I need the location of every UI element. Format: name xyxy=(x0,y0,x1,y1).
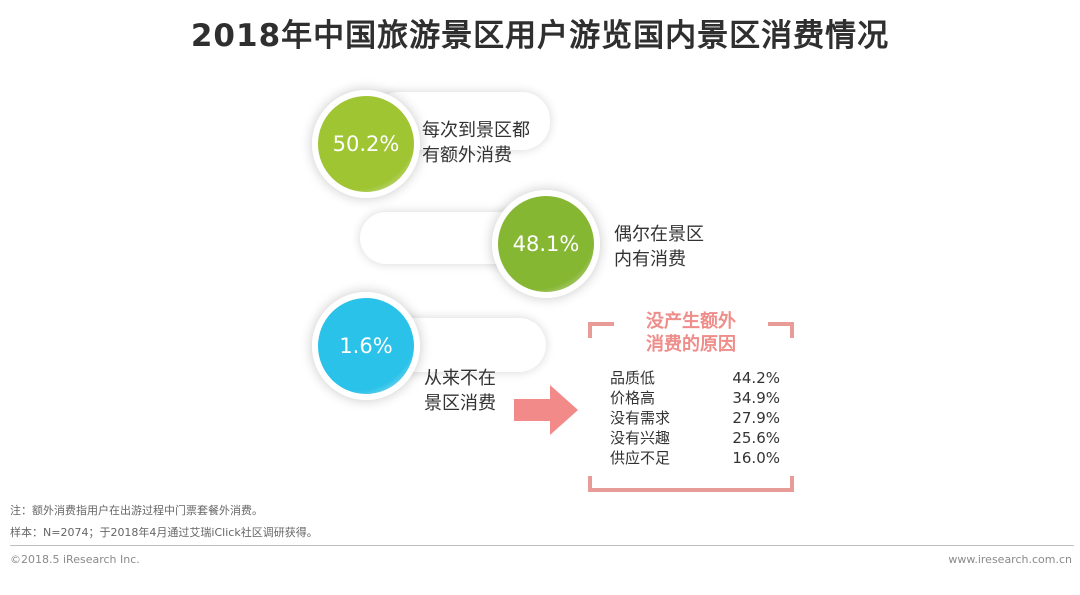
label-line: 景区消费 xyxy=(424,393,496,414)
reason-label: 没有兴趣 xyxy=(610,429,671,447)
reason-value: 25.6% xyxy=(732,429,780,447)
reason-row: 没有兴趣 25.6% xyxy=(610,428,780,448)
bubble-never: 1.6% xyxy=(312,292,420,400)
label-every-visit: 每次到景区都 有额外消费 xyxy=(422,118,530,168)
reasons-title-line: 没产生额外 xyxy=(646,311,736,332)
reason-label: 品质低 xyxy=(610,369,656,387)
arrow-right-icon xyxy=(514,385,578,435)
label-line: 每次到景区都 xyxy=(422,120,530,141)
reason-label: 供应不足 xyxy=(610,449,671,467)
reason-value: 44.2% xyxy=(732,369,780,387)
reason-value: 16.0% xyxy=(732,449,780,467)
website-link[interactable]: www.iresearch.com.cn xyxy=(948,553,1072,566)
reason-row: 价格高 34.9% xyxy=(610,388,780,408)
label-line: 偶尔在景区 xyxy=(614,224,704,245)
label-never: 从来不在 景区消费 xyxy=(424,366,496,416)
reason-label: 价格高 xyxy=(610,389,656,407)
label-line: 有额外消费 xyxy=(422,145,512,166)
note-definition: 注：额外消费指用户在出游过程中门票套餐外消费。 xyxy=(10,504,263,517)
reason-label: 没有需求 xyxy=(610,409,671,427)
bubble-value: 1.6% xyxy=(339,334,393,358)
bubble-every-visit: 50.2% xyxy=(312,90,420,198)
reason-value: 27.9% xyxy=(732,409,780,427)
copyright: ©2018.5 iResearch Inc. xyxy=(10,553,140,566)
reasons-list: 品质低 44.2% 价格高 34.9% 没有需求 27.9% 没有兴趣 25.6… xyxy=(610,368,780,468)
note-sample: 样本：N=2074；于2018年4月通过艾瑞iClick社区调研获得。 xyxy=(10,526,318,539)
bubble-occasional: 48.1% xyxy=(492,190,600,298)
bracket-corner xyxy=(768,322,794,338)
bubble-value: 48.1% xyxy=(512,232,580,256)
label-line: 从来不在 xyxy=(424,368,496,389)
footer-divider xyxy=(10,545,1074,546)
reasons-title-line: 消费的原因 xyxy=(646,334,736,355)
reason-row: 供应不足 16.0% xyxy=(610,448,780,468)
arrow-shape xyxy=(514,385,578,435)
label-line: 内有消费 xyxy=(614,249,686,270)
bracket-bottom-line xyxy=(588,488,794,492)
reason-row: 没有需求 27.9% xyxy=(610,408,780,428)
reasons-title: 没产生额外 消费的原因 xyxy=(588,310,794,356)
reason-value: 34.9% xyxy=(732,389,780,407)
bubble-value: 50.2% xyxy=(332,132,400,156)
page-title: 2018年中国旅游景区用户游览国内景区消费情况 xyxy=(190,18,890,54)
reason-row: 品质低 44.2% xyxy=(610,368,780,388)
bracket-corner xyxy=(588,322,614,338)
label-occasional: 偶尔在景区 内有消费 xyxy=(614,222,704,272)
reasons-panel: 没产生额外 消费的原因 品质低 44.2% 价格高 34.9% 没有需求 27.… xyxy=(588,311,794,492)
